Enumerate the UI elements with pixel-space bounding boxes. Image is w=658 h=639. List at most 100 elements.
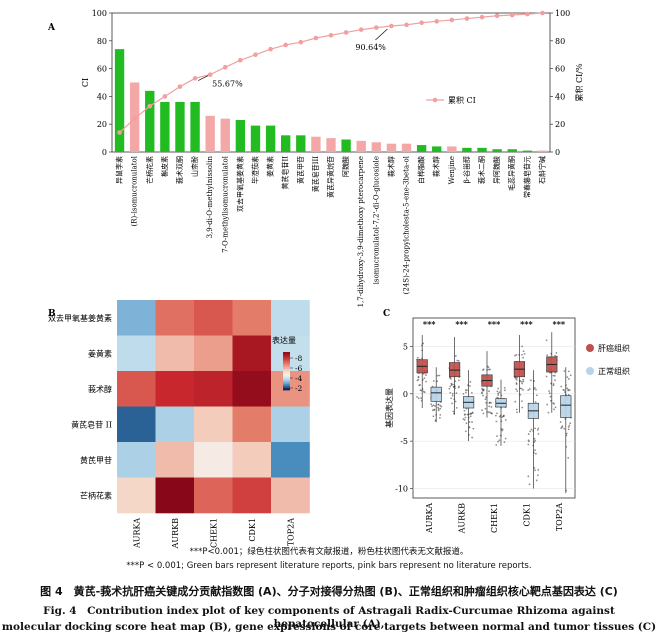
panel-c-letter: C <box>383 309 390 319</box>
heatmap-cell <box>271 335 310 372</box>
jitter-point <box>457 379 460 382</box>
jitter-point <box>422 342 425 345</box>
jitter-point <box>494 414 497 417</box>
jitter-point <box>553 374 556 377</box>
jitter-point <box>449 391 452 394</box>
jitter-point <box>554 379 556 382</box>
jitter-point <box>522 380 525 383</box>
jitter-point <box>471 421 473 423</box>
y-axis-label: CI <box>81 78 90 87</box>
jitter-point <box>449 378 452 380</box>
jitter-point <box>548 392 551 395</box>
jitter-point <box>468 433 470 436</box>
bar-10 <box>250 125 261 152</box>
jitter-point <box>451 392 454 395</box>
bar-18 <box>371 142 381 152</box>
cumulative-point <box>162 94 168 99</box>
legend-swatch <box>283 359 290 362</box>
y2-tick-label: 60 <box>555 65 565 74</box>
jitter-point <box>527 443 530 446</box>
bar-17 <box>356 140 366 152</box>
jitter-point <box>534 452 537 455</box>
jitter-point <box>534 401 537 403</box>
jitter-point <box>453 398 456 401</box>
jitter-point <box>495 420 498 423</box>
jitter-point <box>569 422 572 425</box>
jitter-point <box>496 435 498 437</box>
legend-swatch <box>283 363 290 366</box>
jitter-point <box>567 389 570 392</box>
jitter-point <box>457 359 460 362</box>
jitter-point <box>432 379 435 382</box>
legend-label: 肝癌组织 <box>598 343 630 353</box>
jitter-point <box>497 387 499 390</box>
x-tick-label: 莪术醇 <box>432 156 441 177</box>
legend-tick-label: -2 <box>295 384 303 393</box>
jitter-point <box>437 409 440 412</box>
caption-en-line2: molecular docking score heat map (B), ge… <box>1 621 657 633</box>
jitter-point <box>462 392 465 395</box>
jitter-point <box>535 394 538 397</box>
heatmap-cell <box>117 371 156 407</box>
heatmap-cell <box>194 442 233 478</box>
cumulative-point <box>434 19 440 24</box>
cumulative-point <box>464 16 470 21</box>
jitter-point <box>467 416 470 419</box>
jitter-point <box>563 370 566 372</box>
x-tick-label: 1,7-dihydroxy-3,9-dimethoxy pterocarpene <box>357 156 365 307</box>
jitter-point <box>514 400 517 403</box>
y2-tick-label: 0 <box>555 148 560 157</box>
jitter-point <box>565 384 568 387</box>
x-tick-label: 阿魏酸 <box>341 156 350 177</box>
bar-9 <box>235 120 246 152</box>
significance-label: *** <box>520 319 533 329</box>
x-tick-label: 白桦脂酸 <box>417 156 426 184</box>
heatmap-cell <box>232 477 272 514</box>
jitter-point <box>567 426 570 428</box>
jitter-point <box>450 397 453 400</box>
cumulative-point <box>343 30 349 35</box>
jitter-point <box>503 387 506 389</box>
heatmap-cell <box>155 300 195 336</box>
y-tick-label: 20 <box>97 120 107 129</box>
jitter-point <box>421 349 424 352</box>
significance-label: *** <box>488 319 501 329</box>
jitter-point <box>450 382 453 385</box>
jitter-point <box>533 437 536 440</box>
heatmap-cell <box>194 335 233 372</box>
bar-27 <box>507 149 517 152</box>
cumulative-point <box>313 35 319 41</box>
jitter-point <box>535 479 538 482</box>
jitter-point <box>504 419 507 421</box>
jitter-point <box>559 421 562 423</box>
heatmap-cell <box>232 335 272 372</box>
jitter-point <box>421 357 423 360</box>
significance-label: *** <box>455 319 468 329</box>
jitter-point <box>532 451 535 454</box>
jitter-point <box>561 425 564 427</box>
jitter-point <box>487 368 490 371</box>
jitter-point <box>562 388 565 391</box>
x-tick-label: β-谷甾醇 <box>462 156 471 183</box>
bar-13 <box>296 135 306 152</box>
jitter-point <box>482 368 485 371</box>
bar-24 <box>462 147 472 152</box>
legend-marker <box>586 344 594 352</box>
bar-26 <box>492 149 502 152</box>
y-tick-label: 0 <box>102 148 107 157</box>
jitter-point <box>463 418 466 421</box>
jitter-point <box>457 386 460 389</box>
jitter-point <box>421 379 424 381</box>
jitter-point <box>484 398 487 401</box>
jitter-point <box>488 390 490 393</box>
y-tick-label: 80 <box>97 37 107 46</box>
jitter-point <box>422 372 425 375</box>
cumulative-point <box>525 11 530 17</box>
legend-marker <box>432 97 438 103</box>
footnote-cn: ***P<0.001；绿色柱状图代表有文献报道，粉色柱状图代表无文献报道。 <box>189 547 469 557</box>
jitter-point <box>518 353 520 356</box>
jitter-point <box>420 344 423 347</box>
cumulative-point <box>132 116 137 121</box>
jitter-point <box>453 383 455 386</box>
